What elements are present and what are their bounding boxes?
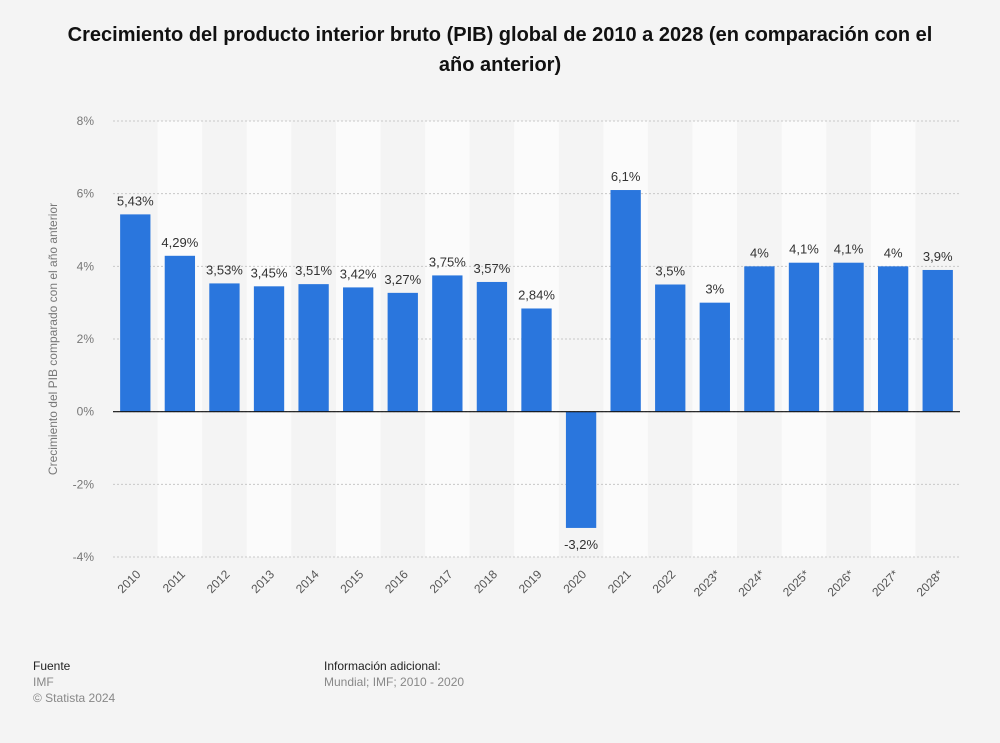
bar — [164, 255, 196, 412]
x-tick-label: 2013 — [248, 567, 277, 596]
chart-title: Crecimiento del producto interior bruto … — [67, 24, 933, 76]
x-tick-label: 2010 — [115, 567, 144, 596]
x-tick-label: 2025* — [780, 567, 812, 599]
copyright: © Statista 2024 — [33, 691, 116, 705]
x-tick-label: 2023* — [691, 567, 723, 599]
bar — [833, 262, 864, 412]
value-label: 5,43% — [117, 193, 154, 208]
bar — [877, 266, 909, 412]
value-label: 4% — [750, 245, 769, 260]
value-label: 3,51% — [295, 263, 332, 278]
y-tick-label: 6% — [77, 187, 95, 201]
x-tick-label: 2015 — [338, 567, 367, 596]
source-block: Fuente IMF © Statista 2024 — [33, 658, 115, 706]
y-tick-label: 4% — [77, 259, 95, 273]
x-tick-label: 2022 — [650, 567, 679, 596]
x-tick-label: 2018 — [471, 567, 500, 596]
x-tick-label: 2011 — [160, 567, 188, 595]
value-label: -3,2% — [564, 537, 598, 552]
x-tick-label: 2014 — [293, 567, 322, 596]
value-label: 3,42% — [340, 266, 377, 281]
x-tick-label: 2017 — [427, 567, 456, 596]
y-tick-label: -4% — [73, 550, 95, 564]
bar — [298, 284, 329, 412]
value-label: 6,1% — [611, 169, 641, 184]
bar — [565, 411, 597, 528]
x-tick-label: 2012 — [204, 567, 233, 596]
value-label: 4,29% — [161, 235, 198, 250]
info-title: Información adicional: — [324, 659, 441, 673]
bar — [432, 275, 463, 412]
x-tick-label: 2024* — [735, 567, 767, 599]
value-label: 3,53% — [206, 262, 243, 277]
x-tick-label: 2028* — [914, 567, 946, 599]
value-label: 3% — [705, 282, 724, 297]
x-tick-label: 2027* — [869, 567, 901, 599]
y-tick-label: 2% — [77, 332, 95, 346]
x-tick-label: 2016 — [382, 567, 411, 596]
value-label: 4,1% — [834, 242, 864, 257]
info: Mundial; IMF; 2010 - 2020 — [324, 675, 465, 689]
bar — [209, 283, 240, 412]
value-label: 3,5% — [655, 264, 685, 279]
bar — [610, 190, 641, 412]
bar — [788, 262, 820, 412]
value-label: 4% — [884, 245, 903, 260]
bar — [744, 266, 775, 412]
bar — [655, 284, 686, 412]
y-tick-label: -2% — [73, 477, 95, 491]
source-title: Fuente — [33, 659, 71, 673]
y-tick-label: 8% — [77, 114, 95, 128]
value-label: 4,1% — [789, 242, 819, 257]
bar — [922, 269, 953, 412]
info-block: Información adicional: Mundial; IMF; 201… — [324, 658, 464, 690]
chart: Crecimiento del PIB comparado con el año… — [46, 114, 960, 599]
x-tick-label: 2026* — [825, 567, 857, 599]
bar — [253, 286, 285, 412]
x-tick-label: 2019 — [516, 567, 545, 596]
y-axis-title: Crecimiento del PIB comparado con el año… — [46, 203, 60, 475]
bar — [521, 308, 552, 412]
y-tick-label: 0% — [77, 405, 95, 419]
value-label: 3,9% — [923, 249, 953, 264]
bar — [343, 287, 374, 412]
value-label: 3,57% — [473, 261, 510, 276]
bar — [476, 281, 508, 412]
value-label: 3,27% — [384, 272, 421, 287]
bar — [387, 292, 418, 412]
bar — [699, 302, 730, 412]
value-label: 2,84% — [518, 287, 555, 302]
value-label: 3,75% — [429, 254, 466, 269]
x-tick-label: 2021 — [605, 567, 634, 596]
bar — [120, 214, 151, 412]
value-label: 3,45% — [251, 265, 288, 280]
x-tick-label: 2020 — [560, 567, 589, 596]
source: IMF — [33, 675, 54, 689]
